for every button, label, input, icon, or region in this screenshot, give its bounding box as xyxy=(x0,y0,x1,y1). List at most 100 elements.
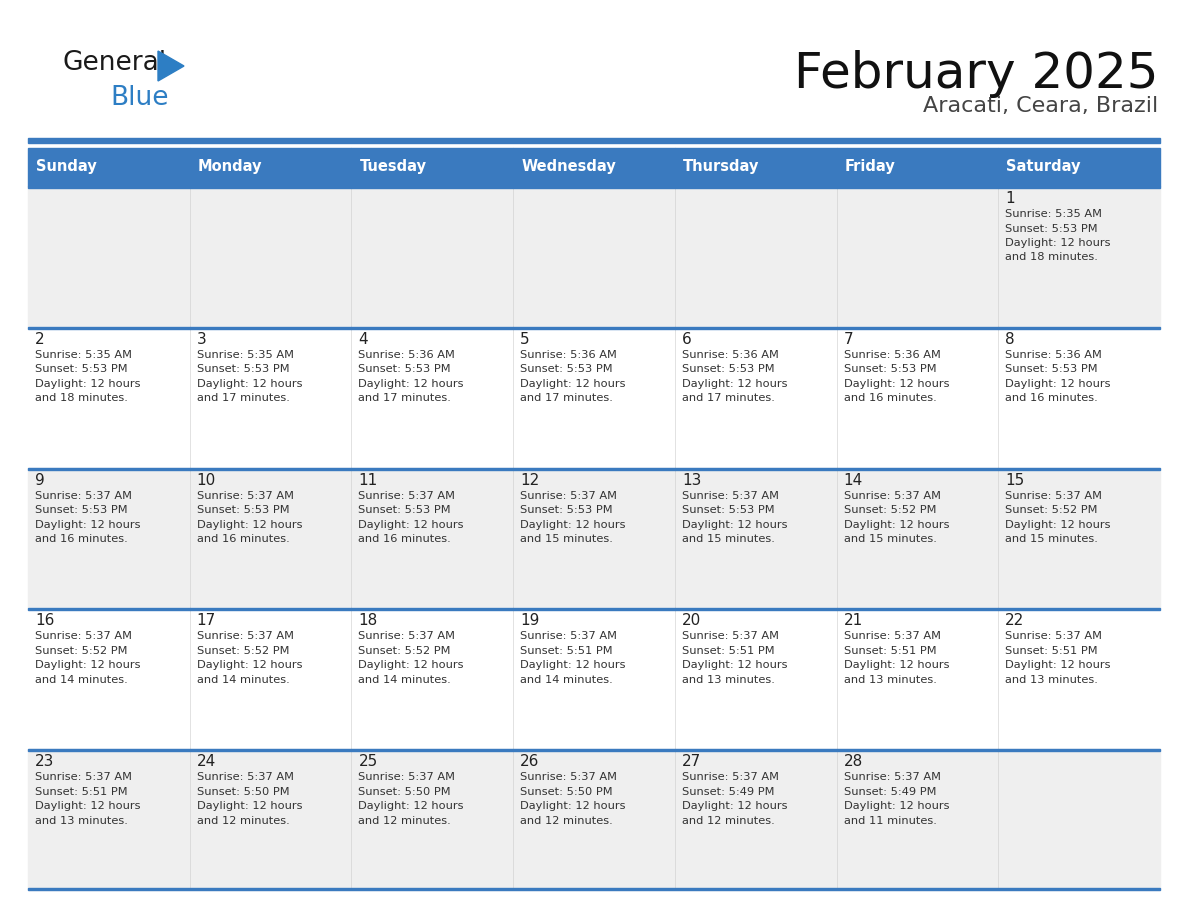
Text: Daylight: 12 hours: Daylight: 12 hours xyxy=(843,520,949,530)
Text: and 14 minutes.: and 14 minutes. xyxy=(197,675,290,685)
Text: and 13 minutes.: and 13 minutes. xyxy=(682,675,775,685)
Text: and 13 minutes.: and 13 minutes. xyxy=(843,675,936,685)
Text: Daylight: 12 hours: Daylight: 12 hours xyxy=(520,379,626,389)
Text: and 14 minutes.: and 14 minutes. xyxy=(520,675,613,685)
Text: Sunset: 5:53 PM: Sunset: 5:53 PM xyxy=(359,505,451,515)
Text: and 18 minutes.: and 18 minutes. xyxy=(1005,252,1098,263)
Bar xyxy=(29,609,190,749)
Text: Blue: Blue xyxy=(110,85,169,111)
Bar xyxy=(29,138,1159,143)
Text: Daylight: 12 hours: Daylight: 12 hours xyxy=(197,520,302,530)
Text: Tuesday: Tuesday xyxy=(360,160,426,174)
Text: Sunrise: 5:35 AM: Sunrise: 5:35 AM xyxy=(1005,209,1102,219)
Text: Sunset: 5:52 PM: Sunset: 5:52 PM xyxy=(34,646,127,655)
Text: Daylight: 12 hours: Daylight: 12 hours xyxy=(843,660,949,670)
Text: and 11 minutes.: and 11 minutes. xyxy=(843,816,936,825)
Text: Sunset: 5:51 PM: Sunset: 5:51 PM xyxy=(682,646,775,655)
Bar xyxy=(998,467,1159,609)
Text: and 12 minutes.: and 12 minutes. xyxy=(682,816,775,825)
Text: Sunrise: 5:37 AM: Sunrise: 5:37 AM xyxy=(843,772,941,782)
Bar xyxy=(190,749,352,890)
Bar xyxy=(352,327,513,329)
Bar xyxy=(998,327,1159,329)
Text: and 15 minutes.: and 15 minutes. xyxy=(843,534,936,544)
Text: Sunrise: 5:36 AM: Sunrise: 5:36 AM xyxy=(520,350,617,360)
Text: 22: 22 xyxy=(1005,613,1024,629)
Text: Daylight: 12 hours: Daylight: 12 hours xyxy=(1005,660,1111,670)
Bar xyxy=(998,327,1159,467)
Text: Sunrise: 5:37 AM: Sunrise: 5:37 AM xyxy=(34,490,132,500)
Bar xyxy=(190,186,352,327)
Bar xyxy=(836,148,998,186)
Bar xyxy=(513,609,675,749)
Text: Sunrise: 5:37 AM: Sunrise: 5:37 AM xyxy=(1005,490,1102,500)
Bar xyxy=(513,186,675,188)
Text: Sunset: 5:50 PM: Sunset: 5:50 PM xyxy=(520,787,613,797)
Text: 18: 18 xyxy=(359,613,378,629)
Text: 24: 24 xyxy=(197,755,216,769)
Text: Daylight: 12 hours: Daylight: 12 hours xyxy=(359,520,465,530)
Bar xyxy=(836,609,998,610)
Text: Aracati, Ceara, Brazil: Aracati, Ceara, Brazil xyxy=(923,96,1158,116)
Bar xyxy=(190,609,352,749)
Text: Sunrise: 5:37 AM: Sunrise: 5:37 AM xyxy=(359,490,455,500)
Text: and 12 minutes.: and 12 minutes. xyxy=(197,816,290,825)
Text: Monday: Monday xyxy=(197,160,263,174)
Bar xyxy=(998,467,1159,470)
Bar xyxy=(998,609,1159,610)
Text: Sunrise: 5:37 AM: Sunrise: 5:37 AM xyxy=(359,632,455,642)
Bar xyxy=(190,148,352,186)
Text: Daylight: 12 hours: Daylight: 12 hours xyxy=(520,520,626,530)
Text: and 12 minutes.: and 12 minutes. xyxy=(520,816,613,825)
Bar xyxy=(513,186,675,327)
Text: Friday: Friday xyxy=(845,160,896,174)
Text: Daylight: 12 hours: Daylight: 12 hours xyxy=(843,379,949,389)
Text: Sunrise: 5:37 AM: Sunrise: 5:37 AM xyxy=(682,772,779,782)
Text: Sunrise: 5:36 AM: Sunrise: 5:36 AM xyxy=(843,350,941,360)
Text: Sunset: 5:53 PM: Sunset: 5:53 PM xyxy=(1005,223,1098,233)
Text: 11: 11 xyxy=(359,473,378,487)
Bar xyxy=(998,749,1159,751)
Bar xyxy=(352,749,513,751)
Bar xyxy=(190,327,352,467)
Text: 26: 26 xyxy=(520,755,539,769)
Bar xyxy=(675,467,836,470)
Text: 6: 6 xyxy=(682,331,691,347)
Text: 3: 3 xyxy=(197,331,207,347)
Bar xyxy=(836,186,998,188)
Bar xyxy=(352,467,513,470)
Text: 7: 7 xyxy=(843,331,853,347)
Text: Sunset: 5:53 PM: Sunset: 5:53 PM xyxy=(843,364,936,375)
Bar xyxy=(190,749,352,751)
Text: 1: 1 xyxy=(1005,191,1015,206)
Bar xyxy=(513,467,675,470)
Text: Sunrise: 5:37 AM: Sunrise: 5:37 AM xyxy=(197,772,293,782)
Text: Sunrise: 5:36 AM: Sunrise: 5:36 AM xyxy=(1005,350,1102,360)
Text: Sunset: 5:51 PM: Sunset: 5:51 PM xyxy=(1005,646,1098,655)
Bar xyxy=(513,327,675,467)
Bar xyxy=(513,749,675,751)
Text: Daylight: 12 hours: Daylight: 12 hours xyxy=(197,660,302,670)
Text: and 16 minutes.: and 16 minutes. xyxy=(359,534,451,544)
Text: and 18 minutes.: and 18 minutes. xyxy=(34,393,128,403)
Bar xyxy=(29,749,190,751)
Bar xyxy=(513,327,675,329)
Bar xyxy=(836,327,998,467)
Text: Sunrise: 5:37 AM: Sunrise: 5:37 AM xyxy=(1005,632,1102,642)
Bar xyxy=(29,186,190,188)
Text: Daylight: 12 hours: Daylight: 12 hours xyxy=(520,660,626,670)
Text: 8: 8 xyxy=(1005,331,1015,347)
Bar xyxy=(190,609,352,610)
Bar xyxy=(836,467,998,609)
Bar xyxy=(513,609,675,610)
Text: Daylight: 12 hours: Daylight: 12 hours xyxy=(34,520,140,530)
Bar xyxy=(29,148,190,186)
Text: Saturday: Saturday xyxy=(1006,160,1081,174)
Text: Sunrise: 5:37 AM: Sunrise: 5:37 AM xyxy=(843,632,941,642)
Text: Daylight: 12 hours: Daylight: 12 hours xyxy=(197,801,302,812)
Text: Sunset: 5:51 PM: Sunset: 5:51 PM xyxy=(520,646,613,655)
Text: Sunrise: 5:36 AM: Sunrise: 5:36 AM xyxy=(359,350,455,360)
Text: 5: 5 xyxy=(520,331,530,347)
Text: and 12 minutes.: and 12 minutes. xyxy=(359,816,451,825)
Bar xyxy=(352,609,513,749)
